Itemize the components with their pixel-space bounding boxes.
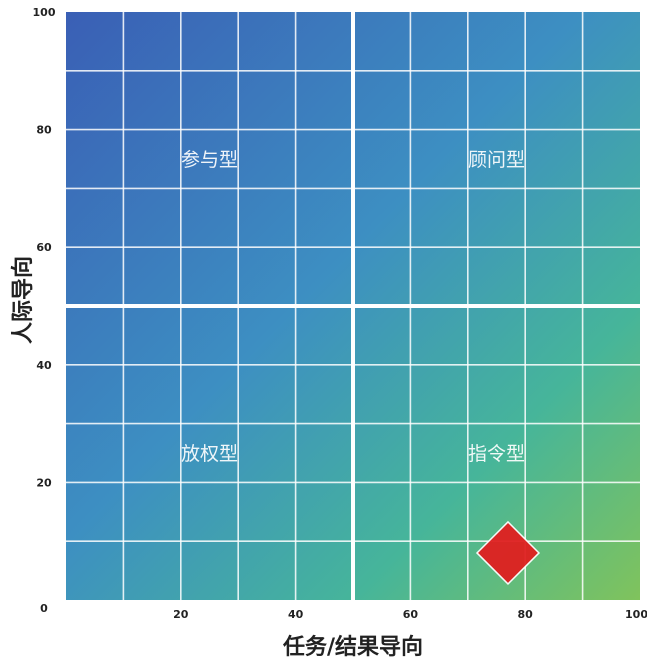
y-tick-label: 80 (36, 124, 52, 137)
x-tick-label: 80 (518, 608, 534, 621)
quadrant-label: 顾问型 (468, 149, 525, 171)
y-axis-ticks: 0 20 40 60 80 100 (33, 6, 56, 615)
y-tick-label: 20 (36, 476, 52, 489)
quadrant-dividers (66, 12, 640, 600)
x-tick-label: 100 (625, 608, 647, 621)
quadrant-label: 指令型 (468, 443, 525, 465)
y-tick-label: 100 (33, 6, 56, 19)
diamond-marker (475, 520, 541, 586)
y-tick-label: 0 (40, 602, 48, 615)
quadrant-label: 放权型 (181, 443, 238, 465)
x-tick-label: 40 (288, 608, 304, 621)
y-axis-label: 人际导向 (10, 256, 36, 344)
y-tick-label: 60 (36, 241, 52, 254)
x-tick-label: 20 (173, 608, 189, 621)
x-axis-ticks: 20 40 60 80 100 (173, 608, 647, 621)
x-tick-label: 60 (403, 608, 419, 621)
quadrant-label: 参与型 (181, 149, 238, 171)
data-points (475, 520, 541, 586)
y-tick-label: 40 (36, 359, 52, 372)
x-axis-label: 任务/结果导向 (282, 634, 423, 660)
